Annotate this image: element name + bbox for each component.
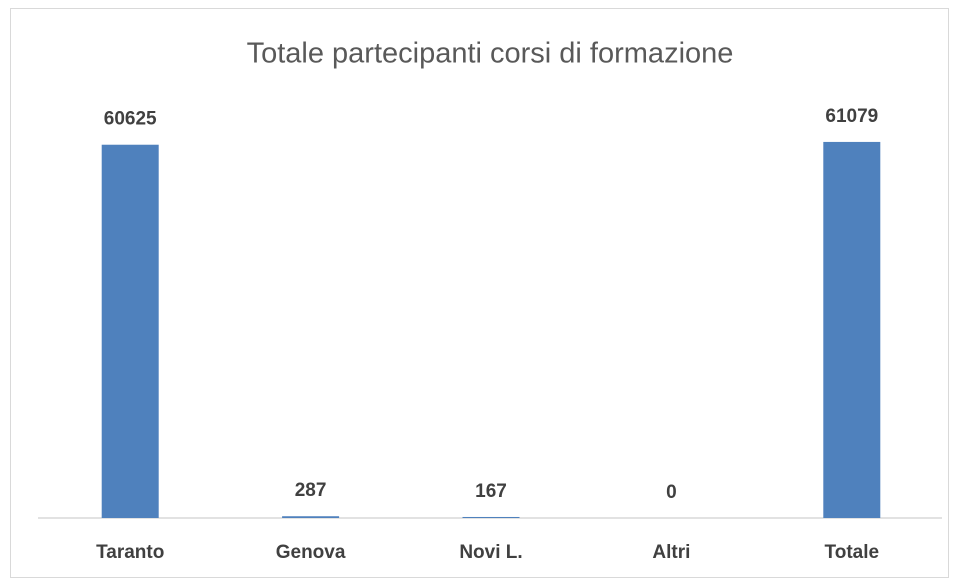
bar bbox=[101, 144, 159, 519]
data-label: 0 bbox=[666, 482, 677, 503]
data-label: 167 bbox=[475, 481, 507, 502]
chart-frame bbox=[10, 8, 949, 578]
x-tick-label: Novi L. bbox=[459, 542, 522, 563]
data-label: 61079 bbox=[825, 106, 878, 127]
x-tick-label: Altri bbox=[652, 542, 690, 563]
bar bbox=[823, 141, 881, 519]
x-tick-label: Taranto bbox=[96, 542, 164, 563]
data-label: 60625 bbox=[104, 109, 157, 130]
bar bbox=[282, 516, 340, 518]
chart-title: Totale partecipanti corsi di formazione bbox=[247, 38, 734, 70]
x-tick-label: Totale bbox=[825, 542, 880, 563]
x-tick-label: Genova bbox=[276, 542, 346, 563]
bar bbox=[462, 516, 520, 518]
data-label: 287 bbox=[295, 480, 327, 501]
